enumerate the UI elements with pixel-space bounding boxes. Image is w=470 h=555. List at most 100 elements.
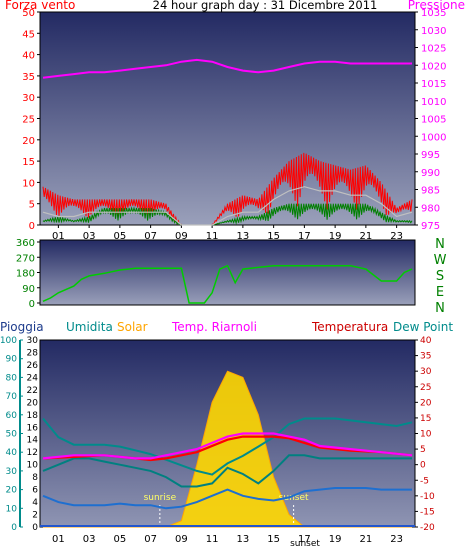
pressure-tick-label: 1015 [421,79,446,90]
pioggia-tick-label: 20 [6,486,18,496]
wind-tick-label: 20 [22,136,35,147]
hour-tick-label: 05 [114,231,127,242]
secondary-tick-label: 24 [27,373,39,383]
hour-tick-label: 23 [390,231,403,242]
compass-label: N [435,301,445,316]
pioggia-tick-label: 10 [6,504,18,514]
hour-tick-label: 23 [390,534,403,545]
temperature-tick-label: 0 [420,461,426,471]
hour-tick-label: 17 [298,231,311,242]
direction-tick-label: 0 [29,299,35,310]
legend-entry: Temp. Riarnoli [171,320,257,334]
hour-tick-label: 09 [175,231,188,242]
legend-entry: Temperatura [311,320,388,334]
hour-tick-label: 03 [83,231,96,242]
wind-tick-label: 0 [29,221,35,232]
pressure-axis-title: Pressione [408,0,465,12]
legend-entry: Umidita [66,320,113,334]
temperature-tick-label: -15 [420,507,435,517]
hour-tick-label: 09 [175,534,188,545]
pressure-tick-label: 1035 [421,8,446,19]
sunset-axis-label: sunset [290,539,320,549]
hour-tick-label: 19 [329,231,342,242]
pressure-tick-label: 985 [421,186,440,197]
gust-series-line [42,152,413,226]
secondary-tick-label: 0 [32,523,38,533]
secondary-tick-label: 6 [32,486,38,496]
temp-riarnoli-series-line [42,432,413,460]
hour-tick-label: 21 [360,534,373,545]
hour-tick-label: 05 [114,534,127,545]
hour-tick-label: 01 [52,231,65,242]
direction-series-line [42,264,413,304]
pioggia-series-line [42,487,412,510]
hour-tick-label: 11 [206,534,219,545]
hour-tick-label: 11 [206,231,219,242]
secondary-tick-label: 20 [27,398,39,408]
pressure-series-line [42,58,412,79]
hour-tick-label: 07 [144,534,157,545]
hour-tick-label: 17 [298,534,311,545]
temperature-tick-label: 10 [420,430,432,440]
hour-tick-label: 15 [267,534,280,545]
pressure-tick-label: 1030 [421,26,446,37]
hour-tick-label: 19 [329,534,342,545]
temperature-tick-label: -10 [420,492,435,502]
secondary-tick-label: 4 [32,498,38,508]
secondary-tick-label: 16 [27,423,39,433]
wind-tick-label: 40 [22,51,35,62]
compass-label: S [436,269,444,284]
pressure-tick-label: 1020 [421,61,446,72]
direction-tick-label: 180 [16,269,35,280]
temperature-tick-label: 40 [420,336,432,346]
hour-tick-label: 13 [237,534,250,545]
secondary-tick-label: 14 [27,436,39,446]
legend-entry: Dew Point [393,320,453,334]
secondary-tick-label: 30 [27,336,39,346]
pressure-tick-label: 995 [421,150,440,161]
pioggia-tick-label: 50 [6,430,18,440]
secondary-tick-label: 10 [27,461,39,471]
legend-entry: Solar [117,320,148,334]
sunset-label: sunset [279,493,309,503]
secondary-tick-label: 22 [27,386,38,396]
temperature-tick-label: 15 [420,414,431,424]
wind-tick-label: 15 [22,157,35,168]
direction-tick-label: 90 [22,284,35,295]
temperature-tick-label: 20 [420,398,432,408]
wind-tick-label: 25 [22,115,35,126]
hour-tick-label: 03 [83,534,96,545]
hour-tick-label: 13 [237,231,250,242]
wind-series-line [42,203,413,226]
pressure-tick-label: 1025 [421,44,446,55]
temperature-tick-label: 5 [420,445,426,455]
temperature-tick-label: 25 [420,383,431,393]
chart-title: 24 hour graph day : 31 Dicembre 2011 [153,0,378,12]
compass-label: N [435,237,445,252]
average-wind-series-line [42,186,413,226]
pioggia-tick-label: 80 [6,373,18,383]
pioggia-tick-label: 90 [6,355,18,365]
secondary-tick-label: 18 [27,411,39,421]
pioggia-tick-label: 40 [6,448,18,458]
direction-tick-label: 360 [16,238,35,249]
wind-tick-label: 45 [22,29,35,40]
secondary-tick-label: 26 [27,361,39,371]
compass-label: E [436,285,444,300]
temperature-tick-label: 30 [420,367,432,377]
pioggia-tick-label: 70 [6,392,18,402]
secondary-tick-label: 2 [32,511,38,521]
direction-tick-label: 270 [16,253,35,264]
temperature-tick-label: -20 [420,523,435,533]
compass-label: W [434,253,447,268]
humidity-series-line [42,417,413,476]
temperature-tick-label: -5 [420,476,429,486]
pioggia-tick-label: 100 [0,336,17,346]
pressure-tick-label: 1000 [421,132,446,143]
secondary-tick-label: 28 [27,348,39,358]
wind-axis-title: Forza vento [5,0,75,12]
pressure-tick-label: 1005 [421,115,446,126]
wind-tick-label: 10 [22,178,35,189]
pressure-tick-label: 1010 [421,97,446,108]
